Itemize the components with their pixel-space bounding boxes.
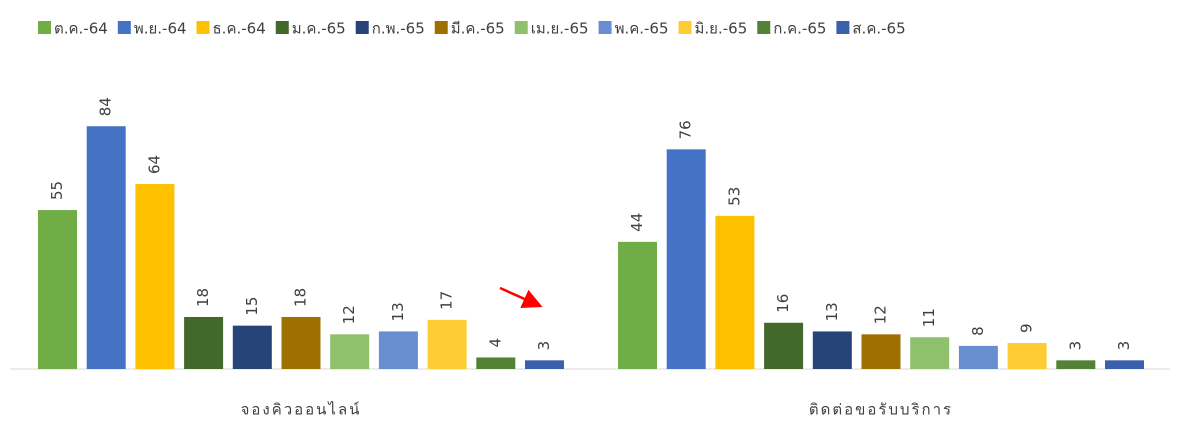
data-label: 13 — [823, 302, 841, 321]
bar — [958, 345, 998, 369]
data-label: 13 — [389, 302, 407, 321]
bar — [1056, 360, 1096, 369]
bar — [330, 334, 370, 369]
legend-swatch — [678, 21, 692, 34]
data-label: 8 — [969, 326, 987, 336]
data-label: 64 — [145, 155, 163, 174]
bar — [666, 149, 706, 369]
data-label: 17 — [438, 291, 456, 310]
data-label: 18 — [292, 288, 310, 307]
legend-label: ก.พ.-65 — [372, 20, 425, 38]
data-label: 3 — [535, 341, 553, 351]
data-label: 12 — [872, 305, 890, 324]
bar — [281, 316, 321, 369]
legend-label: มิ.ย.-65 — [695, 20, 748, 38]
bar — [910, 337, 950, 369]
bar — [812, 331, 852, 369]
category-label: ติดต่อขอรับบริการ — [809, 401, 953, 419]
legend-swatch — [836, 21, 850, 34]
category-label: จองคิวออนไลน์ — [241, 401, 362, 419]
legend-label: ม.ค.-65 — [292, 20, 346, 38]
bar — [86, 126, 126, 370]
bar — [232, 325, 272, 369]
data-label: 12 — [340, 305, 358, 324]
legend-label: มี.ค.-65 — [451, 20, 505, 38]
bar — [525, 360, 564, 369]
bar — [378, 331, 418, 369]
legend-label: พ.ค.-65 — [615, 20, 669, 38]
legend-label: เม.ย.-65 — [531, 20, 589, 38]
bar — [427, 319, 467, 369]
legend-swatch — [514, 21, 528, 34]
legend-swatch — [38, 21, 51, 34]
legend-swatch — [117, 21, 131, 34]
data-label: 9 — [1018, 323, 1036, 333]
legend-label: ธ.ค.-64 — [213, 20, 266, 38]
bar — [476, 357, 516, 369]
bar — [1007, 342, 1047, 369]
legend-label: ก.ค.-65 — [773, 20, 826, 38]
legend-label: ต.ค.-64 — [54, 20, 108, 38]
bar — [38, 210, 77, 369]
legend-label: ส.ค.-65 — [852, 20, 905, 38]
legend-swatch — [757, 21, 771, 34]
data-label: 16 — [774, 294, 792, 313]
bar — [1105, 360, 1144, 369]
data-label: 3 — [1066, 341, 1084, 351]
legend-swatch — [434, 21, 448, 34]
bar — [764, 322, 804, 369]
data-label: 76 — [677, 120, 695, 139]
data-label: 44 — [628, 213, 646, 232]
bar — [715, 215, 755, 369]
legend-swatch — [275, 21, 289, 34]
data-label: 15 — [243, 297, 261, 316]
data-label: 53 — [725, 187, 743, 206]
data-label: 18 — [194, 288, 212, 307]
bar — [861, 334, 901, 369]
bar — [184, 316, 224, 369]
legend-swatch — [196, 21, 210, 34]
data-label: 84 — [97, 97, 115, 116]
data-label: 4 — [486, 338, 504, 348]
data-label: 55 — [48, 181, 66, 200]
data-label: 3 — [1115, 341, 1133, 351]
bar — [618, 241, 657, 369]
annotation-arrow — [499, 286, 543, 309]
legend-swatch — [355, 21, 369, 34]
bar — [135, 184, 175, 369]
legend-label: พ.ย.-64 — [134, 20, 187, 38]
legend-swatch — [598, 21, 612, 34]
data-label: 11 — [920, 308, 938, 327]
